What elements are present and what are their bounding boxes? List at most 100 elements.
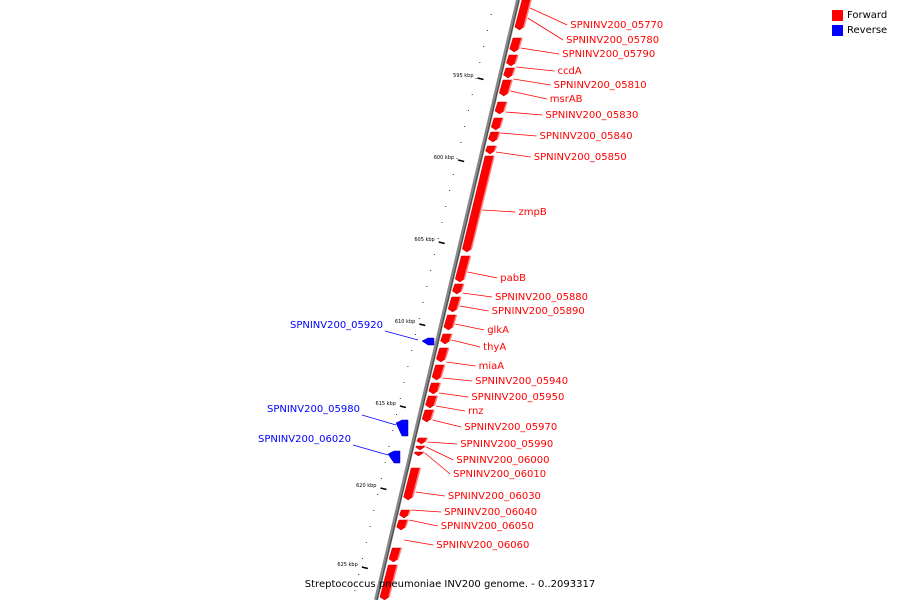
tick-mark xyxy=(361,566,368,570)
forward-gene-highlight xyxy=(452,314,458,328)
forward-gene-highlight xyxy=(507,79,513,94)
forward-gene-block xyxy=(506,54,519,67)
forward-gene-block xyxy=(413,451,425,457)
gene-leader-line xyxy=(505,111,543,116)
forward-gene-highlight xyxy=(470,155,495,250)
forward-gene-highlight xyxy=(388,564,399,598)
forward-gene-block xyxy=(403,467,421,501)
gene-label-thyA: thyA xyxy=(483,342,506,353)
gene-leader-line xyxy=(513,78,551,86)
tick-mark xyxy=(438,241,445,245)
forward-gene-highlight xyxy=(425,437,429,442)
forward-gene-highlight xyxy=(514,54,519,64)
gene-label-SPNINV200_05830: SPNINV200_05830 xyxy=(545,110,638,121)
forward-gene-highlight xyxy=(433,395,438,406)
scale-dot xyxy=(384,462,386,463)
scale-dot xyxy=(464,126,466,127)
gene-label-SPNINV200_06050: SPNINV200_06050 xyxy=(441,521,534,532)
tick-label: 595 kbp xyxy=(453,73,473,79)
legend-forward: Forward xyxy=(832,8,892,22)
tick-label: 605 kbp xyxy=(414,237,434,243)
forward-gene-highlight xyxy=(440,364,446,378)
scale-dot xyxy=(403,382,405,383)
forward-gene-block xyxy=(431,364,445,381)
tick-label: 600 kbp xyxy=(434,155,454,161)
forward-gene-highlight xyxy=(444,347,450,360)
reverse-gene-block xyxy=(421,337,435,346)
scale-dot xyxy=(365,542,367,543)
scale-dot xyxy=(422,302,424,303)
scale-dot xyxy=(377,494,379,495)
forward-gene-highlight xyxy=(407,509,412,516)
forward-gene-block xyxy=(509,37,523,53)
forward-gene-highlight xyxy=(456,296,462,310)
forward-gene-block xyxy=(416,437,428,445)
gene-label-glkA: glkA xyxy=(487,325,509,336)
tick-mark xyxy=(477,77,484,81)
gene-leader-line xyxy=(411,509,442,513)
gene-leader-line xyxy=(455,323,485,331)
forward-gene-highlight xyxy=(493,145,498,152)
scale-dot xyxy=(396,414,398,415)
scale-dot xyxy=(490,14,492,15)
forward-gene-block xyxy=(498,79,513,97)
scale-dot xyxy=(441,222,443,223)
gene-leader-line xyxy=(529,7,568,26)
gene-label-rnz: rnz xyxy=(468,406,484,417)
forward-gene-block xyxy=(379,564,398,600)
gene-leader-line xyxy=(459,305,489,312)
forward-gene-highlight xyxy=(499,117,504,128)
scale-dot xyxy=(483,46,485,47)
gene-leader-line xyxy=(516,66,555,72)
legend: Forward Reverse xyxy=(832,8,892,38)
forward-gene-block xyxy=(488,131,501,143)
gene-leader-line xyxy=(384,330,419,341)
gene-label-SPNINV200_05840: SPNINV200_05840 xyxy=(540,131,633,142)
gene-leader-line xyxy=(446,361,476,367)
scale-dot xyxy=(437,238,439,239)
forward-gene-block xyxy=(440,333,453,345)
forward-gene-block xyxy=(490,117,504,131)
scale-dot xyxy=(479,62,481,63)
scale-dot xyxy=(411,350,413,351)
gene-label-SPNINV200_05810: SPNINV200_05810 xyxy=(554,80,647,91)
gene-label-miaA: miaA xyxy=(479,361,505,372)
forward-gene-block xyxy=(443,314,457,331)
scale-dot xyxy=(486,30,488,31)
genome-backbone xyxy=(374,0,520,600)
forward-gene-block xyxy=(421,409,435,423)
forward-gene-highlight xyxy=(430,409,435,420)
gene-leader-line xyxy=(415,491,445,497)
forward-gene-highlight xyxy=(517,37,523,50)
tick-label: 620 kbp xyxy=(356,483,376,489)
gene-label-zmpB: zmpB xyxy=(519,207,547,218)
legend-reverse-label: Reverse xyxy=(847,24,888,36)
reverse-gene-block xyxy=(395,419,409,437)
tick-label: 615 kbp xyxy=(376,401,396,407)
gene-leader-line xyxy=(404,539,434,546)
forward-gene-highlight xyxy=(448,333,453,342)
gene-label-pabB: pabB xyxy=(500,273,526,284)
gene-leader-line xyxy=(462,292,493,298)
tick-mark xyxy=(399,405,407,409)
gene-label-SPNINV200_06060: SPNINV200_06060 xyxy=(436,540,529,551)
gene-label-SPNINV200_05770: SPNINV200_05770 xyxy=(570,20,663,31)
map-caption: Streptococcus pneumoniae INV200 genome. … xyxy=(304,579,596,590)
scale-dot xyxy=(449,190,451,191)
tick-mark xyxy=(419,323,426,327)
scale-dot xyxy=(456,158,458,159)
genome-backbone-edge xyxy=(376,0,520,600)
forward-gene-block xyxy=(485,145,497,155)
gene-label-SPNINV200_05850: SPNINV200_05850 xyxy=(534,152,627,163)
gene-leader-line xyxy=(527,17,564,41)
forward-gene-highlight xyxy=(523,0,532,28)
gene-label-SPNINV200_05780: SPNINV200_05780 xyxy=(566,35,659,46)
forward-gene-highlight xyxy=(404,519,409,528)
gene-leader-line xyxy=(442,377,473,382)
gene-leader-line xyxy=(438,392,469,398)
forward-gene-highlight xyxy=(397,547,403,560)
forward-gene-block xyxy=(388,547,402,563)
scale-dot xyxy=(392,430,394,431)
forward-gene-highlight xyxy=(411,467,421,498)
forward-gene-block xyxy=(425,395,438,409)
